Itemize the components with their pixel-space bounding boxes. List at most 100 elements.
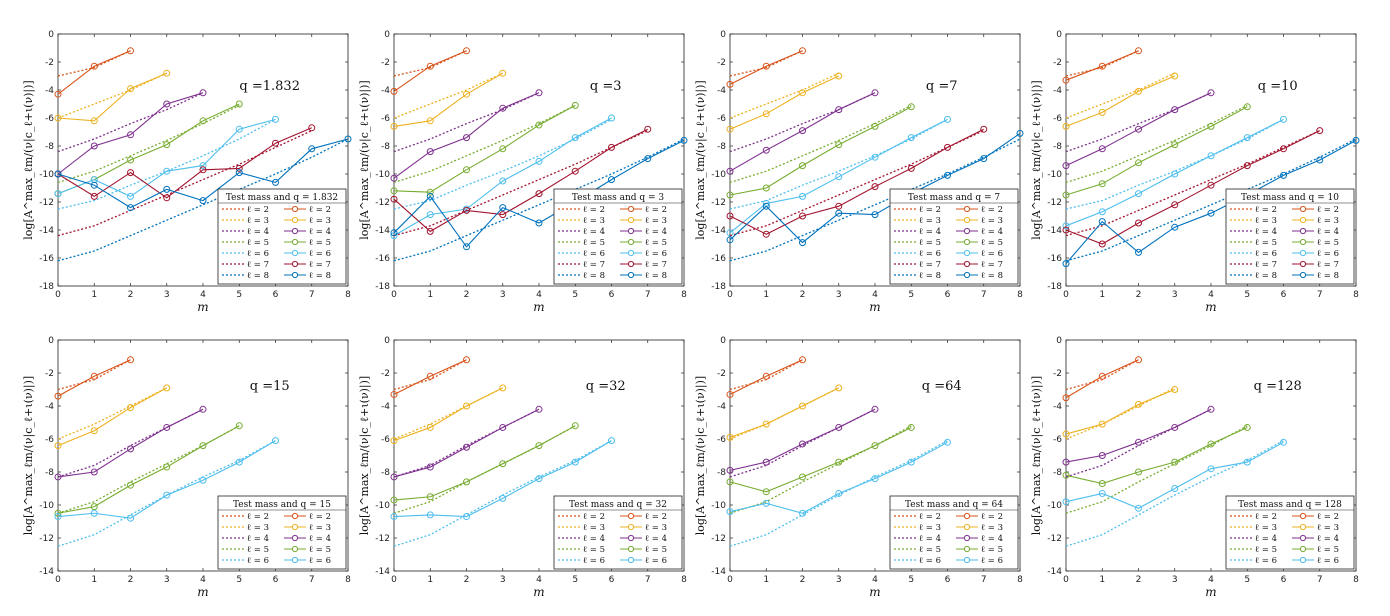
q-label: q =128 (1254, 379, 1302, 394)
q-label: q =32 (586, 379, 626, 394)
data-point-l4 (426, 463, 434, 471)
data-point-l3 (726, 433, 734, 441)
legend-label-q: ℓ = 7 (1317, 260, 1339, 270)
series-q-l4 (729, 408, 876, 471)
legend-marker (1299, 534, 1307, 542)
legend-label-test: ℓ = 5 (919, 238, 941, 248)
data-point-l6 (608, 114, 615, 122)
x-tick-label: 7 (645, 575, 651, 585)
chart-panel-1: 0 1 2 3 4 5 6 7 8 0 -2 -4 -6 -8 -10 -12 -14 -16 -18 m log[A^… (358, 30, 688, 314)
data-point-l7 (272, 139, 279, 147)
legend-label-q: ℓ = 3 (981, 523, 1003, 533)
data-point-l4 (535, 405, 543, 413)
x-tick-label: 7 (1317, 575, 1323, 585)
data-point-l5 (726, 191, 734, 199)
y-tick-label: -4 (381, 86, 390, 96)
data-point-l8 (127, 204, 134, 212)
legend-label-q: ℓ = 4 (1317, 534, 1339, 544)
legend-label-test: ℓ = 4 (583, 534, 605, 544)
legend-label-q: ℓ = 2 (645, 512, 667, 522)
y-tick-label: -16 (711, 254, 726, 264)
data-point-l4 (463, 443, 470, 451)
data-point-l6 (835, 489, 843, 497)
data-point-l8 (235, 169, 243, 177)
legend-title: Test mass and q = 10 (1241, 193, 1339, 203)
data-point-l6 (871, 153, 879, 161)
legend-label-q: ℓ = 2 (1317, 512, 1339, 522)
x-tick-label: 6 (609, 290, 615, 300)
q-label: q =7 (926, 79, 958, 94)
x-tick-label: 3 (1172, 290, 1178, 300)
legend-title: Test mass and q = 3 (572, 193, 665, 203)
legend-marker (1299, 545, 1307, 553)
data-point-l5 (762, 184, 770, 192)
data-point-l5 (871, 122, 879, 130)
legend-label-test: ℓ = 6 (919, 556, 941, 566)
legend-label-test: ℓ = 2 (247, 205, 269, 215)
series-test-l3 (1065, 387, 1176, 440)
series-test-l7 (1065, 130, 1321, 237)
x-tick-label: 0 (55, 575, 61, 585)
series-q-l4 (57, 92, 204, 175)
legend-title: Test mass and q = 15 (233, 500, 331, 510)
x-tick-label: 0 (727, 575, 733, 585)
legend-marker (1299, 249, 1307, 257)
legend-marker (627, 523, 635, 531)
legend-title: Test mass and q = 64 (905, 500, 1003, 510)
data-point-l2 (390, 390, 398, 398)
data-point-l6 (1243, 134, 1251, 142)
x-tick-label: 0 (391, 575, 397, 585)
q-label: q =1.832 (239, 79, 300, 94)
data-point-l6 (1062, 222, 1070, 230)
data-point-l2 (1098, 62, 1106, 70)
data-point-l6 (944, 438, 951, 446)
data-point-l6 (944, 115, 951, 123)
data-point-l8 (1062, 260, 1070, 268)
series-test-l2 (57, 50, 131, 77)
legend (553, 188, 683, 285)
data-point-l4 (390, 473, 398, 481)
y-tick-label: -12 (1047, 198, 1062, 208)
y-tick-label: 0 (720, 336, 726, 346)
legend-label-test: ℓ = 6 (247, 249, 269, 259)
data-point-l4 (835, 106, 843, 114)
series-test-l3 (1065, 72, 1176, 119)
q-label: q =64 (922, 379, 962, 394)
data-point-l3 (463, 402, 470, 410)
series-q-l3 (57, 387, 168, 447)
legend-label-q: ℓ = 8 (645, 271, 667, 281)
series-q-l6 (393, 440, 612, 518)
data-point-l6 (272, 115, 279, 123)
series-q-l7 (393, 128, 648, 233)
legend-label-test: ℓ = 7 (247, 260, 269, 270)
y-tick-label: -18 (711, 282, 726, 292)
data-point-l6 (1207, 152, 1215, 160)
data-point-l5 (535, 442, 543, 450)
data-point-l2 (127, 47, 134, 55)
series-test-l3 (57, 387, 168, 440)
series-q-l3 (57, 72, 167, 122)
data-point-l5 (463, 166, 470, 174)
data-point-l8 (871, 211, 879, 219)
legend-label-test: ℓ = 8 (1255, 271, 1277, 281)
x-tick-label: 8 (681, 575, 687, 585)
legend-label-test: ℓ = 7 (583, 260, 605, 270)
data-point-l5 (799, 473, 806, 481)
series-test-l6 (1065, 118, 1284, 210)
y-tick-label: 0 (48, 336, 54, 346)
x-tick-label: 5 (1244, 290, 1250, 300)
y-tick-label: -6 (45, 435, 54, 445)
legend-label-q: ℓ = 2 (1317, 205, 1339, 215)
series-q-l3 (393, 387, 503, 442)
x-tick-label: 6 (609, 575, 615, 585)
legend-label-q: ℓ = 4 (645, 534, 667, 544)
data-point-l8 (90, 181, 98, 189)
x-tick-label: 0 (391, 290, 397, 300)
data-point-l2 (1062, 76, 1070, 84)
data-point-l7 (726, 212, 734, 220)
y-tick-label: -4 (45, 402, 54, 412)
x-tick-label: 1 (763, 290, 769, 300)
data-point-l4 (54, 473, 62, 481)
x-tick-label: 6 (945, 290, 951, 300)
data-point-l2 (1135, 47, 1142, 55)
